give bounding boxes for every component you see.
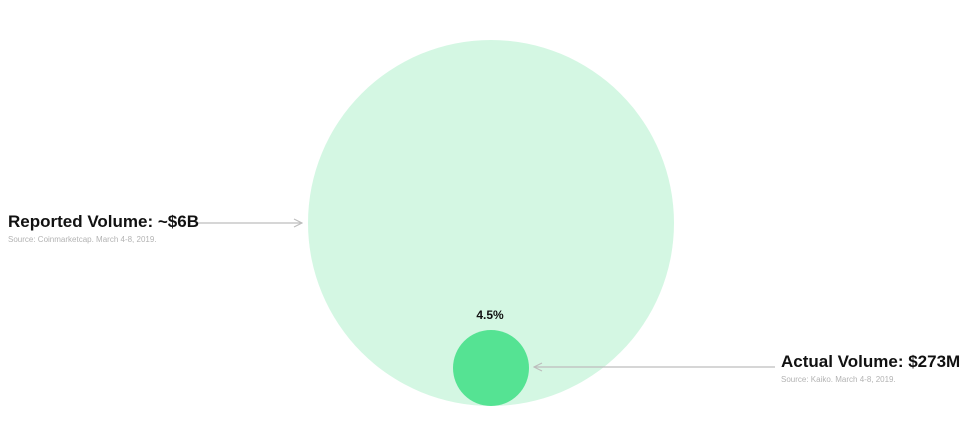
actual-percent-label: 4.5% bbox=[476, 308, 504, 322]
reported-volume-label-group: Reported Volume: ~$6B Source: Coinmarket… bbox=[8, 212, 199, 246]
reported-volume-source: Source: Coinmarketcap. March 4-8, 2019. bbox=[8, 235, 157, 244]
actual-volume-source: Source: Kaiko. March 4-8, 2019. bbox=[781, 375, 896, 384]
reported-volume-circle bbox=[308, 40, 674, 406]
actual-volume-label-group: Actual Volume: $273M Source: Kaiko. Marc… bbox=[781, 352, 960, 386]
actual-volume-circle bbox=[453, 330, 529, 406]
reported-volume-label: Reported Volume: ~$6B bbox=[8, 212, 199, 231]
actual-volume-label: Actual Volume: $273M bbox=[781, 352, 961, 371]
